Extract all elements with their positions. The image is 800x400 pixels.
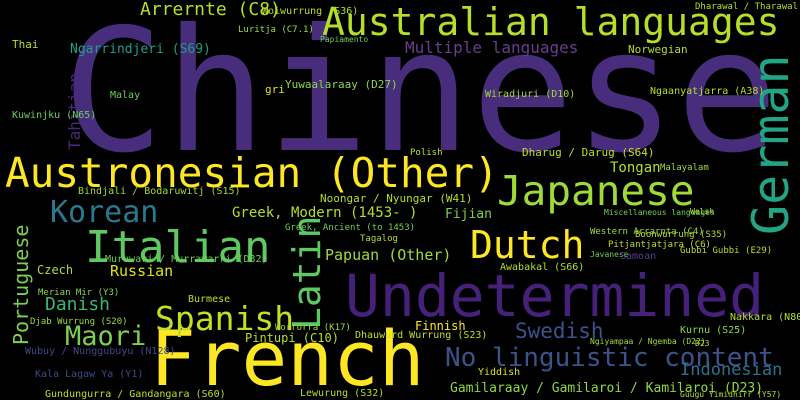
word: Ngaanyatjarra (A38) (650, 86, 764, 97)
word: Guugu Yimidhirr (Y57) (680, 390, 781, 399)
word: Ngarrindjeri (S69) (70, 42, 211, 57)
word: Portuguese (9, 225, 33, 345)
word: Welsh (690, 207, 714, 216)
word: Samoan (620, 251, 656, 262)
word: Italian (85, 222, 270, 273)
word: Miscellaneous languages (604, 208, 715, 217)
word: Djab Wurrung (S20) (30, 317, 128, 327)
word: Arrernte (C8) (140, 0, 281, 20)
word: Worrorra (K17) (275, 323, 351, 333)
word: Yuwaalaraay (D27) (285, 78, 398, 91)
word: Dharawal / Tharawal (S59) (695, 2, 800, 12)
word: Kurnu (S25) (680, 325, 746, 336)
word: Ngiyampaa / Ngemba (D22) (590, 337, 706, 346)
word: Dharug / Darug (S64) (522, 146, 654, 159)
word: Wubuy / Nunggubuyu (N128) (25, 346, 176, 357)
word: Norwegian (628, 43, 688, 56)
word: Danish (45, 294, 110, 315)
word: Greek, Ancient (to 1453) (285, 223, 415, 233)
word: Woiwurrung (S36) (262, 6, 358, 17)
word: Multiple languages (405, 38, 578, 57)
word: Fijian (445, 207, 492, 222)
word: French (150, 314, 425, 400)
word: Tongan (610, 160, 661, 176)
word: Malayalam (660, 163, 709, 173)
word: Finnish (415, 319, 466, 333)
word: Tahitian (65, 73, 84, 150)
word: Merian Mir (Y3) (38, 288, 119, 298)
word: Boonwurrung (S35) (635, 230, 727, 240)
word: Undetermined (345, 262, 764, 330)
word: Swedish (515, 319, 604, 343)
word: Luritja (C7.1) (238, 25, 314, 35)
word: Western Arrarnta (C4) (590, 227, 704, 237)
word: Lewurung (S32) (300, 388, 384, 399)
word: Gubbi Gubbi (E29) (680, 246, 772, 256)
word: Nakkara (N80) (730, 312, 800, 323)
word: Javanese (590, 250, 629, 259)
word: Muruwari / Murrawarri (D32) (105, 254, 268, 265)
word: Papuan (Other) (325, 246, 451, 264)
word: Latin (285, 216, 329, 330)
word: Kuwinjku (N65) (12, 110, 96, 121)
word: Gundungurra / Gandangara (S60) (45, 389, 226, 400)
word: Dutch (470, 223, 584, 267)
word: Noongar / Nyungar (W41) (320, 192, 472, 205)
word: Kala Lagaw Ya (Y1) (35, 369, 143, 380)
word: Yiddish (478, 367, 520, 378)
word: Greek, Modern (1453- ) (232, 205, 417, 221)
word: Awabakal (S66) (500, 262, 584, 273)
word: Malay (110, 90, 140, 101)
word: Papiamento (320, 35, 368, 44)
word: Maori (65, 321, 146, 352)
word: Indonesian (680, 360, 782, 380)
word: Wiradjuri (D10) (485, 89, 575, 100)
word: Spanish (155, 299, 294, 338)
word: gri (265, 83, 285, 96)
word: Bindjali / Bodaruwitj (S15) (78, 186, 241, 197)
word: Pitjantjatjara (C6) (608, 240, 711, 250)
word: No linguistic content (445, 343, 774, 373)
word: Austronesian (Other) (5, 149, 499, 197)
word: Australian languages (322, 0, 780, 44)
word: Tagalog (360, 234, 398, 244)
word: Korean (50, 195, 158, 230)
word: Dhauwurd Wurrung (S23) (355, 330, 487, 341)
word: Burmese (188, 294, 230, 305)
word: Chinese (62, 0, 778, 191)
word: Czech (37, 263, 73, 277)
word: Japanese (497, 167, 694, 215)
word: Russian (110, 262, 173, 280)
word: D23 (695, 339, 710, 348)
word: German (742, 54, 800, 235)
word: Pintupi (C10) (245, 331, 339, 345)
word: Thai (12, 38, 39, 51)
word: Polish (410, 148, 443, 158)
word: Gamilaraay / Gamilaroi / Kamilaroi (D23) (450, 381, 763, 396)
